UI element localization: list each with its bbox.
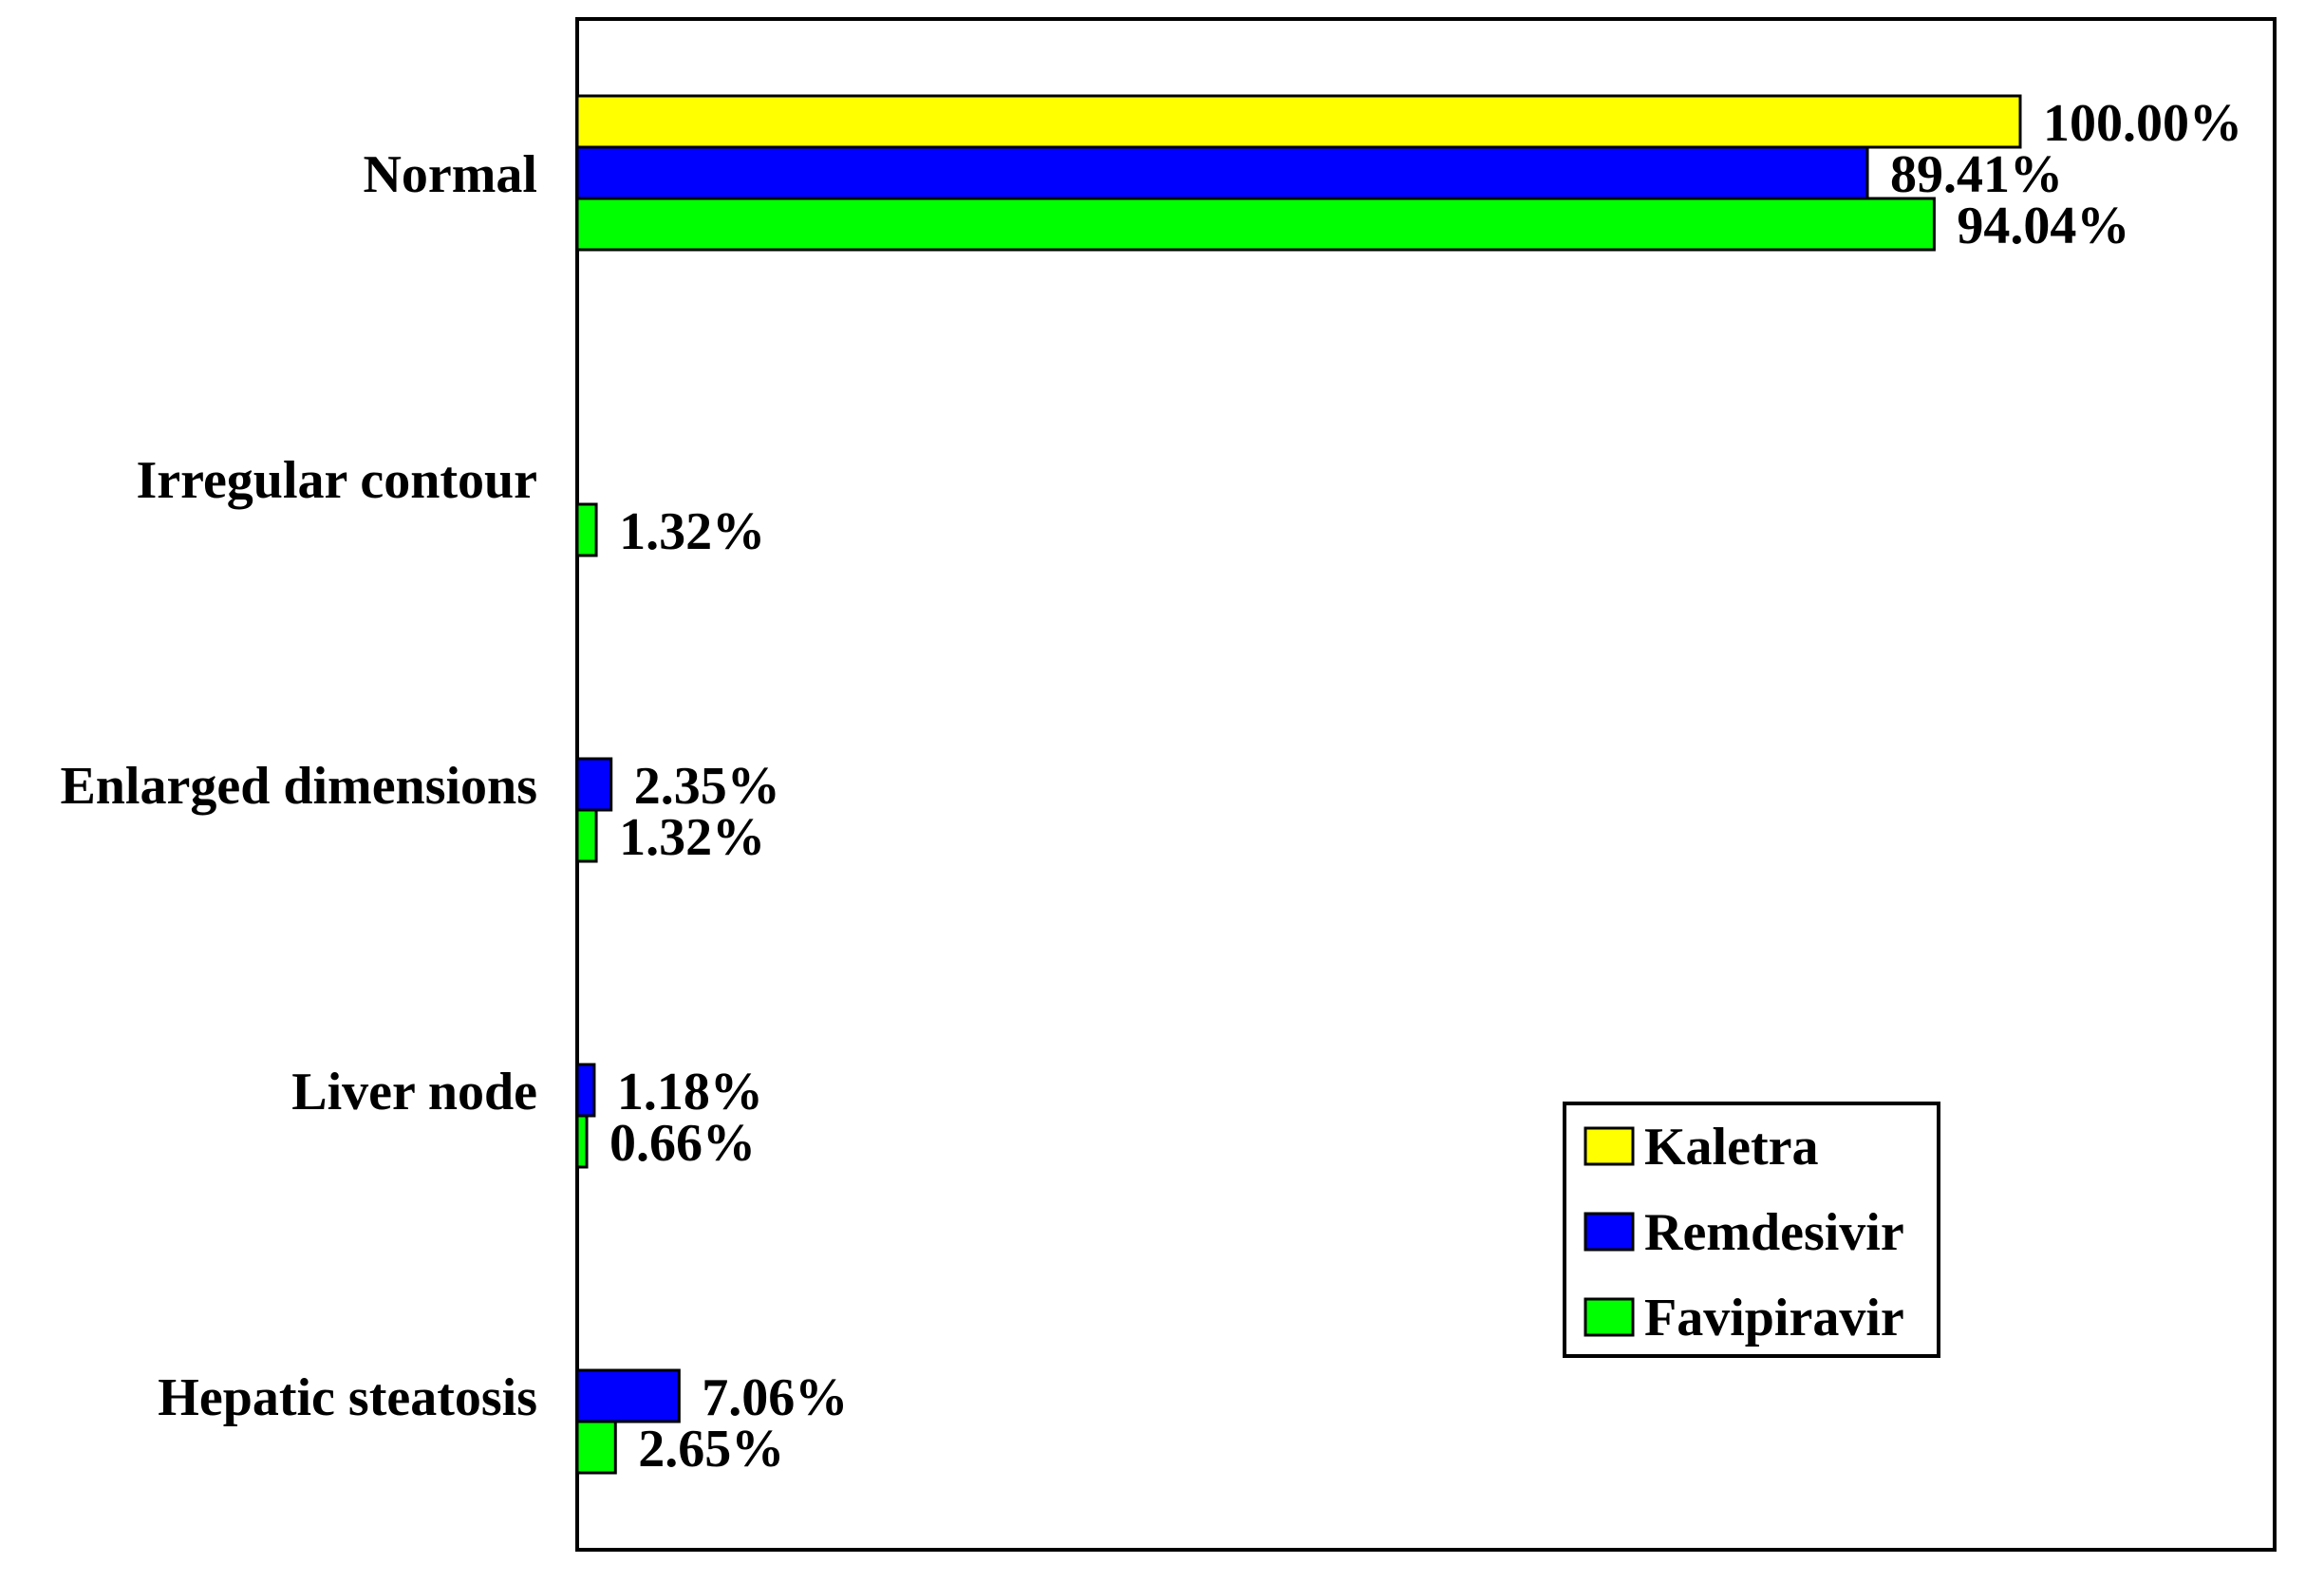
category-label-liver-node: Liver node bbox=[291, 1063, 537, 1121]
bar-favipiravir-irregular-contour bbox=[575, 502, 598, 557]
bars bbox=[575, 94, 2022, 1475]
legend-swatch-kaletra bbox=[1584, 1126, 1635, 1166]
value-label-remdesivir-hepatic-steatosis: 7.06% bbox=[702, 1368, 848, 1427]
bar-remdesivir-hepatic-steatosis bbox=[575, 1368, 681, 1423]
category-label-enlarged-dimensions: Enlarged dimensions bbox=[60, 757, 537, 816]
bar-remdesivir-enlarged-dimensions bbox=[575, 757, 613, 812]
plot-area-frame bbox=[575, 17, 2277, 1552]
value-label-favipiravir-enlarged-dimensions: 1.32% bbox=[619, 808, 765, 867]
legend-label-favipiravir: Favipiravir bbox=[1644, 1289, 1904, 1347]
value-label-favipiravir-hepatic-steatosis: 2.65% bbox=[638, 1420, 784, 1479]
bar-kaletra-normal bbox=[575, 94, 2022, 149]
bar-favipiravir-enlarged-dimensions bbox=[575, 808, 598, 863]
value-label-remdesivir-normal: 89.41% bbox=[1890, 145, 2063, 204]
bar-favipiravir-normal bbox=[575, 197, 1936, 252]
legend-label-remdesivir: Remdesivir bbox=[1644, 1203, 1904, 1262]
bar-remdesivir-liver-node bbox=[575, 1063, 596, 1118]
category-label-hepatic-steatosis: Hepatic steatosis bbox=[158, 1368, 537, 1427]
value-label-favipiravir-liver-node: 0.66% bbox=[609, 1114, 756, 1173]
value-label-favipiravir-normal: 94.04% bbox=[1957, 197, 2129, 255]
value-labels: 100.00%89.41% 2.35% 1.18% 7.06% 94.04% 1.32% 1… bbox=[609, 94, 2242, 1479]
value-label-favipiravir-irregular-contour: 1.32% bbox=[619, 502, 765, 561]
bar-remdesivir-normal bbox=[575, 145, 1869, 200]
category-label-normal: Normal bbox=[363, 145, 537, 204]
legend-label-kaletra: Kaletra bbox=[1644, 1118, 1818, 1177]
value-label-remdesivir-liver-node: 1.18% bbox=[617, 1063, 763, 1121]
bar-favipiravir-hepatic-steatosis bbox=[575, 1420, 617, 1475]
bar-favipiravir-liver-node bbox=[575, 1114, 589, 1169]
value-label-remdesivir-enlarged-dimensions: 2.35% bbox=[634, 757, 780, 816]
legend: Kaletra Remdesivir Favipiravir bbox=[1563, 1102, 1940, 1358]
category-label-irregular-contour: Irregular contour bbox=[136, 451, 537, 510]
category-labels: Normal Irregular contour Enlarged dimensio… bbox=[60, 145, 537, 1427]
legend-swatch-remdesivir bbox=[1584, 1212, 1635, 1252]
value-label-kaletra-normal: 100.00% bbox=[2043, 94, 2242, 153]
legend-swatch-favipiravir bbox=[1584, 1297, 1635, 1337]
